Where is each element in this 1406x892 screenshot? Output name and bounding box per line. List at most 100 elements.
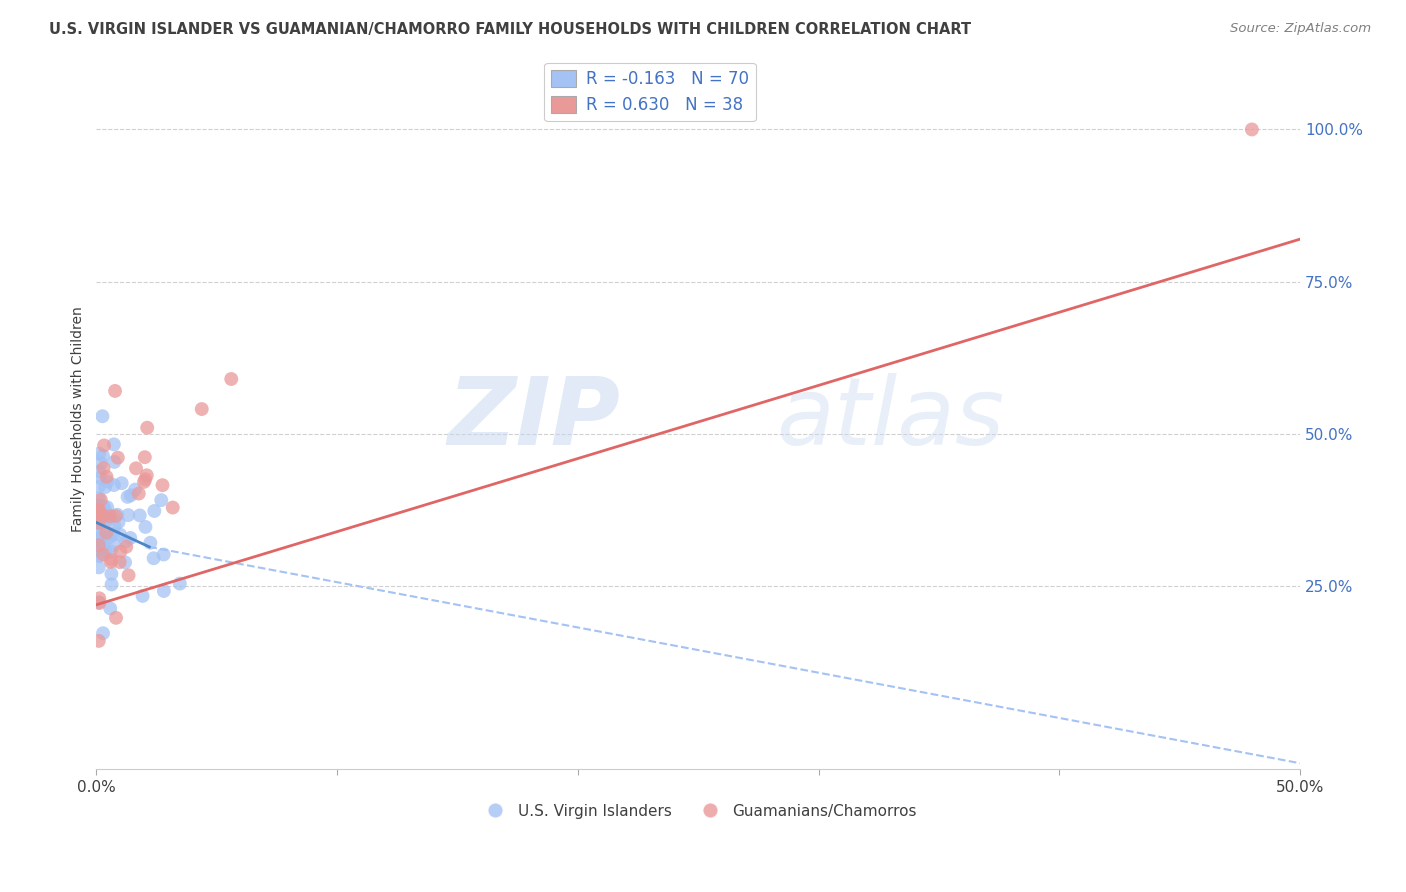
Point	[135, 468, 157, 483]
Y-axis label: Family Households with Children: Family Households with Children	[72, 306, 86, 532]
Point	[93, 461, 115, 475]
Point	[139, 535, 162, 549]
Point	[103, 519, 125, 533]
Point	[107, 450, 129, 465]
Point	[103, 478, 125, 492]
Point	[93, 516, 115, 530]
Point	[103, 455, 125, 469]
Point	[120, 488, 142, 502]
Point	[98, 509, 121, 524]
Point	[87, 543, 110, 558]
Text: Source: ZipAtlas.com: Source: ZipAtlas.com	[1230, 22, 1371, 36]
Point	[100, 526, 122, 541]
Point	[103, 527, 125, 541]
Point	[91, 449, 114, 463]
Point	[89, 471, 111, 485]
Point	[93, 537, 115, 551]
Text: atlas: atlas	[776, 374, 1005, 465]
Point	[117, 490, 139, 504]
Point	[103, 437, 125, 451]
Point	[93, 515, 115, 529]
Point	[91, 501, 114, 516]
Point	[117, 508, 139, 522]
Point	[91, 516, 114, 530]
Point	[89, 447, 111, 461]
Point	[162, 500, 184, 515]
Point	[142, 551, 165, 566]
Point	[115, 540, 138, 554]
Point	[108, 527, 131, 541]
Point	[89, 535, 111, 549]
Point	[115, 534, 138, 549]
Text: U.S. VIRGIN ISLANDER VS GUAMANIAN/CHAMORRO FAMILY HOUSEHOLDS WITH CHILDREN CORRE: U.S. VIRGIN ISLANDER VS GUAMANIAN/CHAMOR…	[49, 22, 972, 37]
Point	[94, 502, 117, 516]
Point	[100, 552, 122, 566]
Point	[91, 548, 114, 562]
Point	[97, 512, 120, 526]
Point	[152, 548, 174, 562]
Point	[132, 475, 155, 489]
Point	[100, 566, 122, 581]
Point	[120, 531, 142, 545]
Point	[87, 634, 110, 648]
Point	[98, 531, 121, 545]
Point	[89, 549, 111, 564]
Text: ZIP: ZIP	[447, 373, 620, 465]
Point	[1240, 122, 1263, 136]
Point	[104, 384, 127, 398]
Point	[134, 472, 156, 486]
Point	[89, 526, 111, 541]
Point	[94, 480, 117, 494]
Point	[87, 499, 110, 513]
Point	[91, 626, 114, 640]
Point	[89, 596, 111, 610]
Point	[96, 500, 118, 515]
Point	[190, 402, 212, 417]
Point	[134, 520, 156, 534]
Point	[100, 544, 122, 558]
Point	[152, 478, 174, 492]
Point	[87, 595, 110, 609]
Point	[89, 532, 111, 546]
Point	[87, 538, 110, 552]
Point	[87, 548, 110, 562]
Point	[105, 611, 128, 625]
Point	[104, 508, 127, 523]
Point	[93, 438, 115, 452]
Point	[100, 577, 122, 591]
Point	[87, 479, 110, 493]
Point	[94, 513, 117, 527]
Point	[89, 504, 111, 518]
Point	[128, 486, 150, 500]
Point	[131, 589, 153, 603]
Point	[87, 508, 110, 522]
Point	[114, 556, 136, 570]
Point	[143, 504, 166, 518]
Point	[110, 544, 132, 558]
Point	[90, 456, 112, 470]
Point	[169, 576, 191, 591]
Point	[90, 492, 112, 507]
Legend: U.S. Virgin Islanders, Guamanians/Chamorros: U.S. Virgin Islanders, Guamanians/Chamor…	[474, 797, 924, 825]
Point	[125, 461, 148, 475]
Point	[94, 544, 117, 558]
Point	[96, 475, 118, 489]
Point	[134, 450, 156, 465]
Point	[105, 508, 128, 522]
Point	[87, 498, 110, 512]
Point	[89, 591, 111, 606]
Point	[103, 538, 125, 552]
Point	[87, 491, 110, 506]
Point	[91, 499, 114, 513]
Point	[128, 508, 150, 523]
Point	[108, 555, 131, 569]
Point	[98, 601, 121, 615]
Point	[90, 509, 112, 524]
Point	[136, 420, 159, 434]
Point	[90, 516, 112, 531]
Point	[87, 502, 110, 516]
Point	[153, 584, 176, 599]
Point	[87, 516, 110, 530]
Point	[91, 509, 114, 524]
Point	[91, 409, 114, 424]
